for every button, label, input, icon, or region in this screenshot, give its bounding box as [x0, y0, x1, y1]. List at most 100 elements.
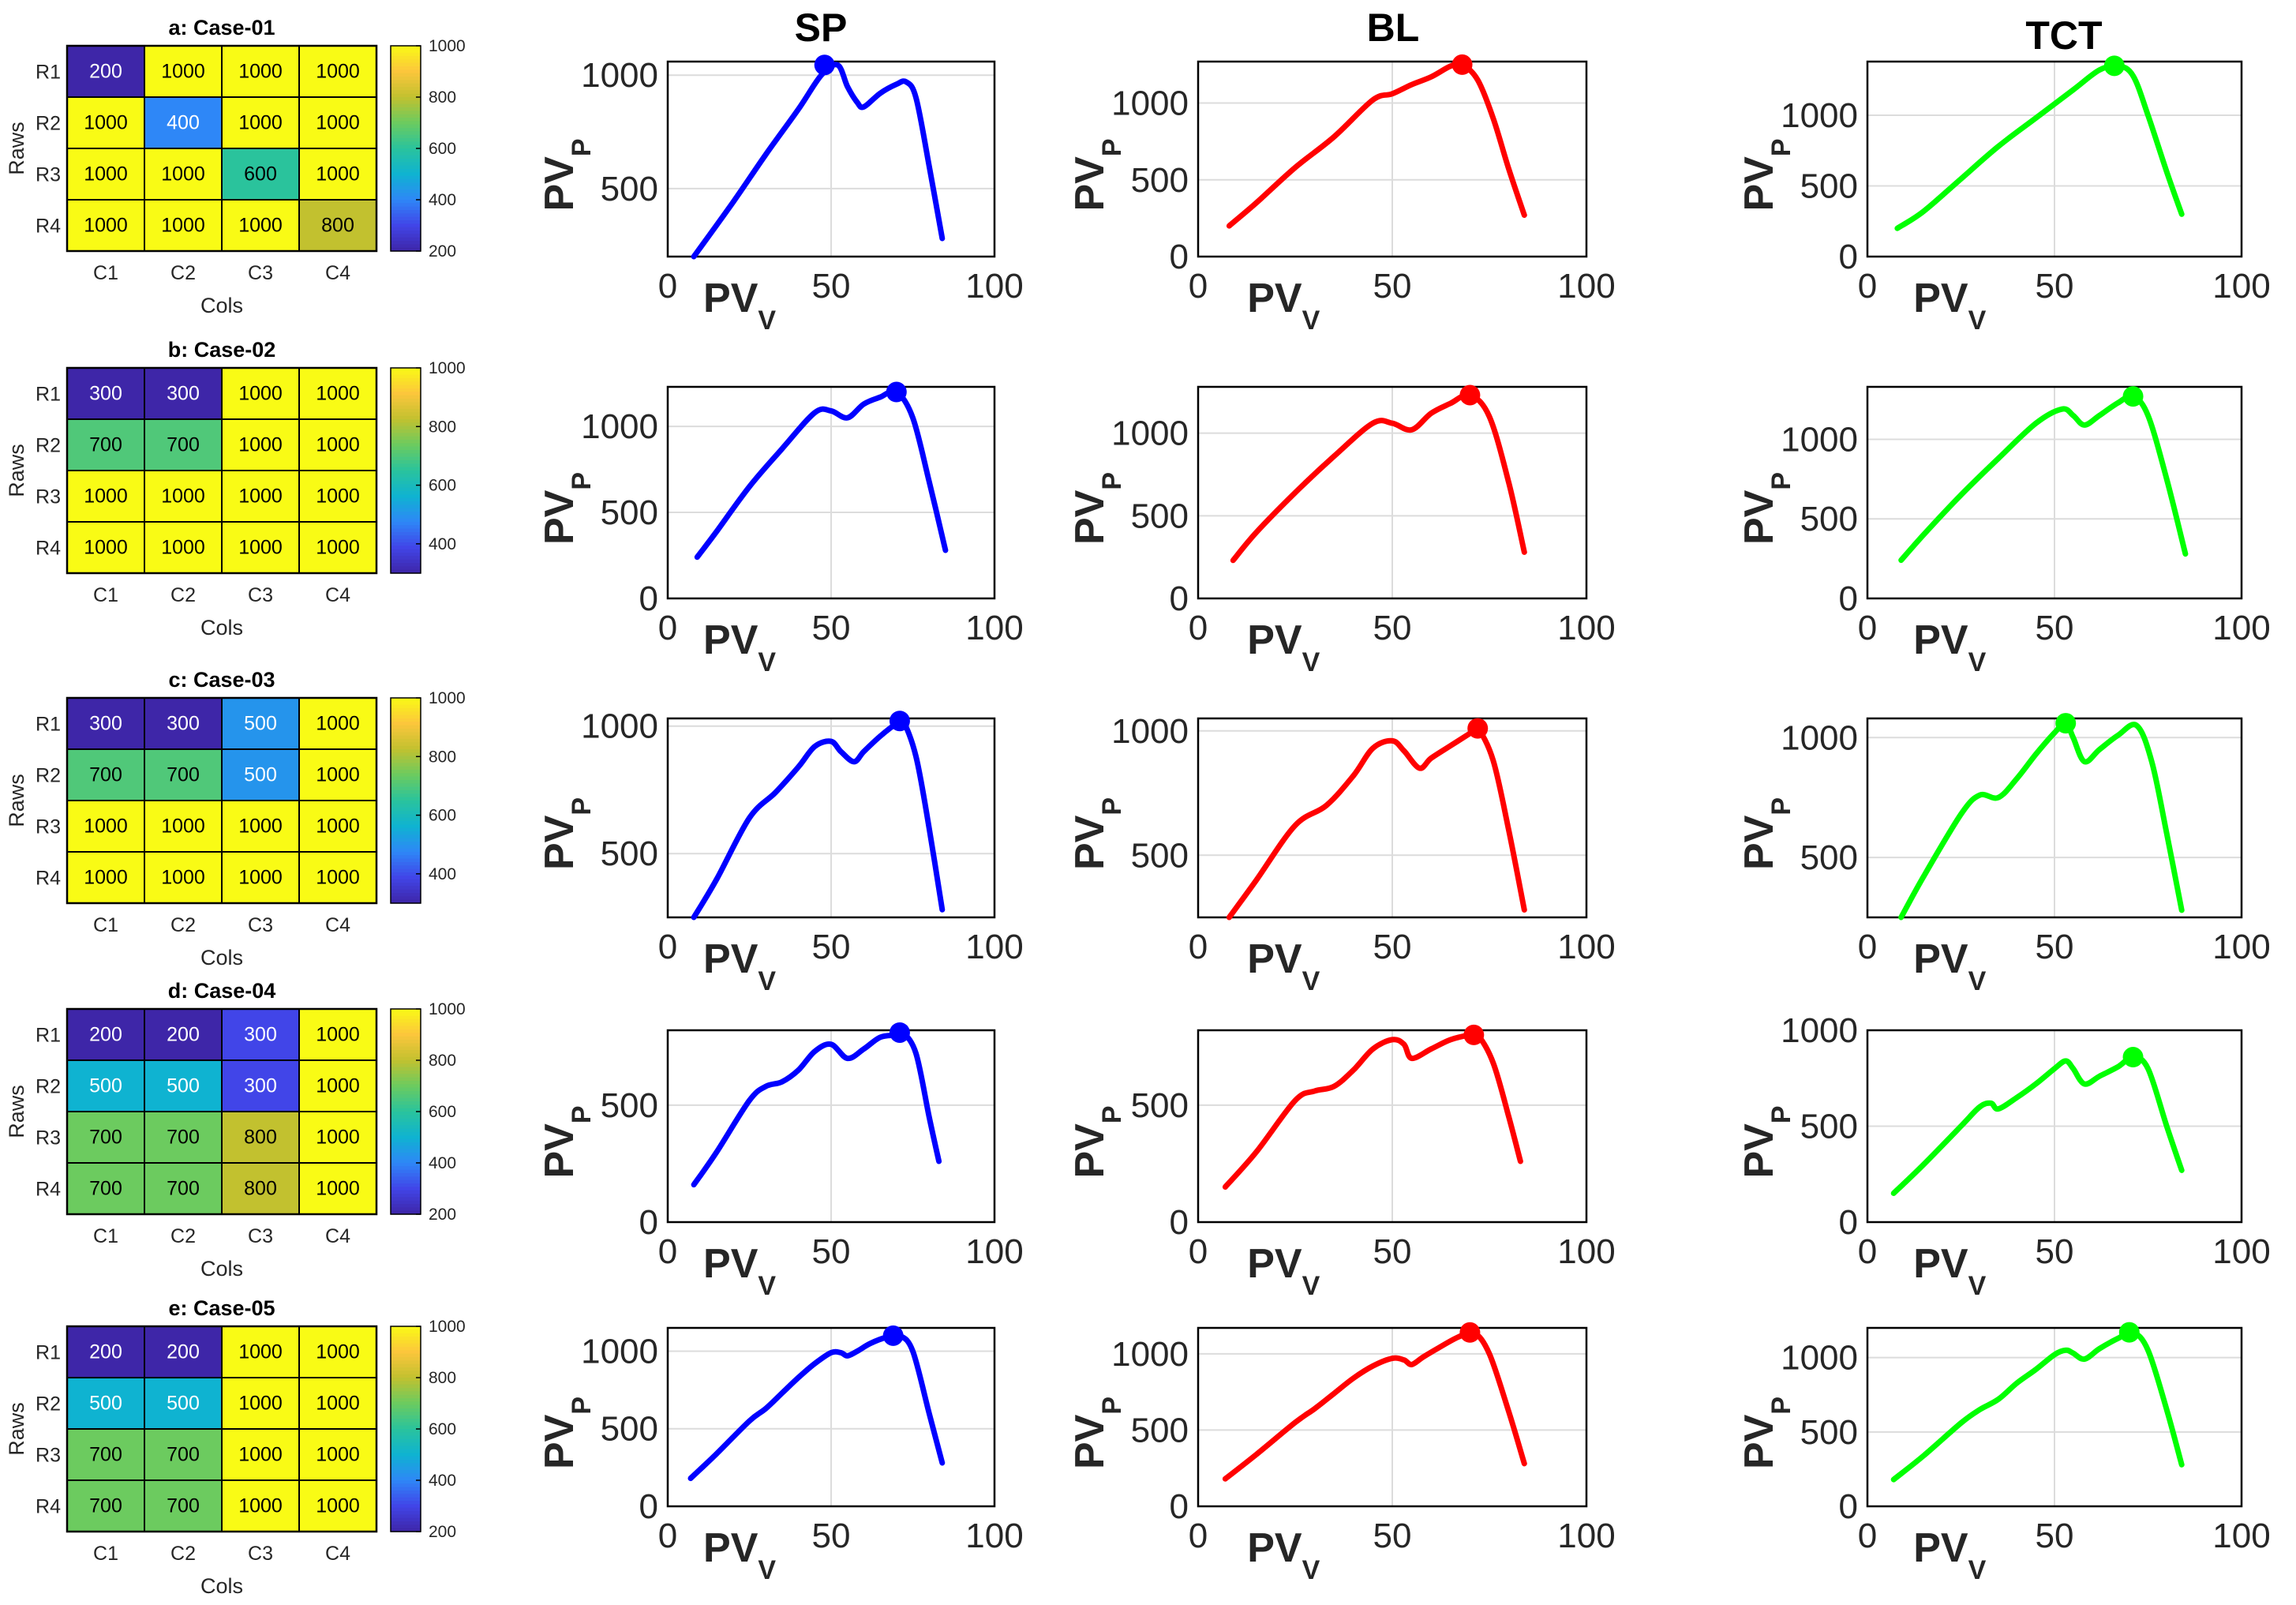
mpp-marker [2122, 386, 2144, 407]
x-tick-label: 100 [2212, 1517, 2270, 1555]
colorbar-segment [391, 189, 421, 193]
colorbar-segment [391, 501, 421, 505]
colorbar-segment [391, 1094, 421, 1099]
colorbar-segment [391, 155, 421, 159]
colorbar-segment [391, 1091, 421, 1095]
colorbar-segment [391, 872, 421, 876]
colorbar-segment [391, 542, 421, 546]
heatmap-case-3: c: Case-03 300 300 500 1000 700 700 500 1000 1000… [5, 668, 466, 969]
colorbar-segment [391, 742, 421, 747]
heatmap-cell-value: 500 [167, 1075, 200, 1097]
colorbar-segment [391, 1363, 421, 1368]
colorbar-segment [391, 876, 421, 880]
x-axis-label-sub: V [1302, 1555, 1320, 1585]
heatmap-row-label: R2 [36, 113, 61, 135]
heatmap-cell-value: 1000 [316, 163, 360, 186]
colorbar-segment [391, 1381, 421, 1386]
colorbar-segment [391, 1176, 421, 1181]
heatmap-cell [298, 367, 377, 420]
colorbar-segment [391, 134, 421, 139]
colorbar-segment [391, 231, 421, 234]
colorbar-segment [391, 852, 421, 856]
heatmap-cell-value: 200 [167, 1341, 200, 1363]
axes-frame [1866, 60, 2243, 258]
heatmap-cell-value: 1000 [238, 383, 283, 405]
x-tick-label: 50 [2036, 1232, 2074, 1271]
x-axis-label-sub: V [1968, 647, 1987, 677]
colorbar-segment [391, 535, 421, 540]
heatmap-cell-value: 1000 [238, 816, 283, 838]
heatmap-cell [221, 1428, 300, 1481]
colorbar-segment [391, 1012, 421, 1017]
y-axis-label-sub: P [567, 1105, 597, 1123]
colorbar-segment [391, 206, 421, 211]
heatmap-cell-value: 300 [167, 713, 200, 735]
colorbar-segment [391, 1463, 421, 1468]
colorbar-tick-label: 400 [429, 865, 456, 883]
colorbar-segment [391, 759, 421, 763]
heatmap-row-label: R4 [36, 216, 61, 238]
colorbar-segment [391, 725, 421, 729]
colorbar-tick-label: 600 [429, 807, 456, 825]
heatmap-cell-value: 500 [89, 1393, 122, 1415]
heatmap-row-label: R1 [36, 714, 61, 736]
heatmap-cell-value: 1000 [161, 486, 205, 508]
heatmap-cell [144, 1377, 223, 1430]
colorbar-tick-label: 400 [429, 535, 456, 553]
colorbar-segment [391, 770, 421, 774]
heatmap-cell-value: 1000 [84, 486, 128, 508]
heatmap-cell-value: 300 [244, 1075, 277, 1097]
colorbar-segment [391, 175, 421, 180]
colorbar-segment [391, 152, 421, 156]
colorbar-segment [391, 1528, 421, 1532]
heatmap-row-label: R2 [36, 1076, 61, 1098]
heatmap-row-label: R4 [36, 538, 61, 560]
heatmap-cell [144, 1479, 223, 1532]
y-axis-label-sub: P [1097, 1397, 1127, 1415]
colorbar-segment [391, 1511, 421, 1515]
colorbar-segment [391, 169, 421, 173]
colorbar-segment [391, 752, 421, 757]
heatmap-cell-value: 1000 [161, 61, 205, 83]
x-axis-label-sub: V [1302, 966, 1320, 996]
colorbar-segment [391, 515, 421, 519]
colorbar-segment [391, 862, 421, 866]
colorbar-segment [391, 1408, 421, 1412]
colorbar-segment [391, 484, 421, 489]
colorbar-segment [391, 1029, 421, 1033]
x-tick-label: 100 [1557, 1517, 1615, 1555]
heatmap-cell [221, 1479, 300, 1532]
colorbar-segment [391, 745, 421, 750]
y-tick-label: 0 [1170, 1203, 1189, 1242]
colorbar-tick-label: 800 [429, 1052, 456, 1070]
colorbar-segment [391, 1060, 421, 1064]
colorbar-segment [391, 824, 421, 829]
pv-curve-line [1890, 1329, 2185, 1483]
heatmap-title: b: Case-02 [168, 338, 276, 362]
mpp-marker [882, 1325, 904, 1346]
colorbar-segment [391, 402, 421, 407]
y-tick-label: 500 [1800, 1108, 1858, 1146]
pv-curve-line [1226, 724, 1527, 921]
heatmap-frame [66, 44, 378, 253]
colorbar-segment [391, 1210, 421, 1215]
colorbar-segment [391, 1446, 421, 1450]
colorbar-segment [391, 1179, 421, 1184]
heatmap-cell [66, 851, 145, 904]
heatmap-col-label: C2 [170, 1225, 196, 1247]
heatmap-row-label: R3 [36, 486, 61, 508]
colorbar-segment [391, 467, 421, 471]
y-axis-label-sub: P [567, 138, 597, 156]
colorbar-segment [391, 1036, 421, 1041]
heatmap-cell [298, 1008, 377, 1061]
x-axis-label-sub: V [758, 1271, 776, 1301]
heatmap-frame [66, 366, 378, 575]
colorbar-segment [391, 1494, 421, 1498]
y-tick-label: 0 [1839, 1203, 1858, 1242]
heatmap-col-label: C4 [325, 584, 350, 606]
colorbar-segment [391, 395, 421, 399]
y-tick-label: 0 [1170, 579, 1189, 618]
colorbar-segment [391, 1187, 421, 1191]
colorbar-tick-label: 1000 [429, 359, 466, 377]
x-tick-label: 100 [1557, 267, 1615, 306]
